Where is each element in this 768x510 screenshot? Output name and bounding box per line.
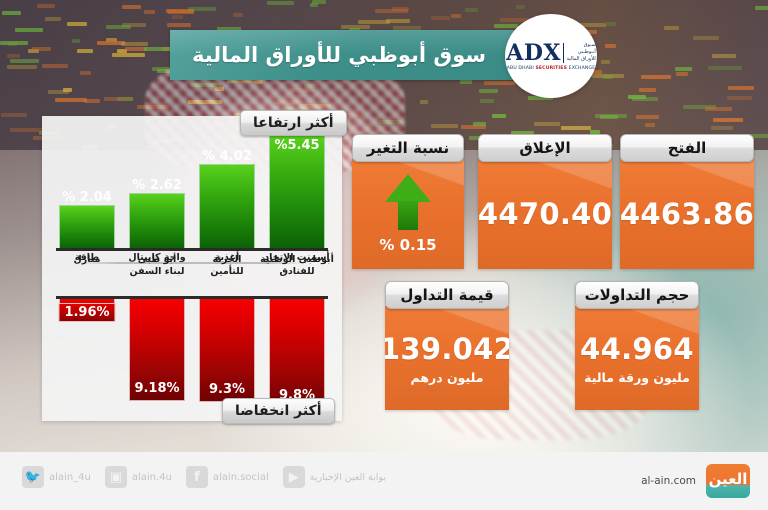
brand-block[interactable]: al-ain.com العين bbox=[641, 464, 750, 498]
loser-bar-slot: 1.96% bbox=[56, 299, 118, 411]
stat-card-change-percent: نسبة التغير % 0.15 bbox=[352, 134, 464, 269]
social-handle-facebook: alain.social bbox=[212, 471, 269, 483]
losers-chart: منازل أبو ظبى لبناء السفن الخزنة للتأمين أبوظ… bbox=[42, 254, 342, 414]
losers-axis bbox=[56, 296, 328, 299]
al-ain-logo-text: العين bbox=[708, 469, 748, 488]
loser-category-label: أبوظبى الوطنية للفنادق bbox=[260, 254, 334, 277]
gainer-bar-slot: % 2.04 bbox=[56, 130, 118, 248]
stat-body-trade-value: 139.042 مليون درهم bbox=[385, 306, 509, 410]
loser-bar-slot: 9.8% bbox=[266, 299, 328, 411]
gainer-bar: % 4.02 bbox=[199, 149, 255, 248]
loser-bar-value: 9.18% bbox=[134, 381, 180, 397]
stat-value-trade-value: 139.042 bbox=[385, 331, 509, 366]
stat-label-closing: الإغلاق bbox=[478, 134, 612, 162]
gainer-bar-slot: % 2.62 bbox=[126, 130, 188, 248]
gainer-category-label: واحة كابيتال bbox=[128, 252, 186, 263]
stat-card-trade-value: قيمة التداول 139.042 مليون درهم bbox=[385, 281, 509, 410]
stat-value-closing: 4470.40 bbox=[478, 197, 612, 231]
stat-label-trade-volume: حجم التداولات bbox=[575, 281, 699, 309]
gainer-bar: % 2.04 bbox=[59, 190, 115, 248]
gainer-bar-value: % 4.02 bbox=[202, 149, 252, 165]
stat-card-opening: الفتح 4463.86 bbox=[620, 134, 754, 269]
gainer-bar-slot: % 4.02 bbox=[196, 130, 258, 248]
stat-body-closing: 4470.40 bbox=[478, 159, 612, 269]
gainer-category-label: طاقة bbox=[74, 252, 100, 263]
adx-wordmark: ADX bbox=[506, 39, 561, 66]
gainers-bars: % 2.04 % 2.62 % 4.02 %5.45 bbox=[56, 130, 328, 248]
charts-divider bbox=[76, 262, 308, 264]
page-title: سوق أبوظبي للأوراق المالية bbox=[191, 43, 487, 67]
loser-bar: 9.18% bbox=[129, 299, 185, 402]
social-handle-youtube: بوابة العين الإخبارية bbox=[309, 471, 386, 483]
stat-body-opening: 4463.86 bbox=[620, 159, 754, 269]
social-link-youtube[interactable]: ▶ بوابة العين الإخبارية bbox=[282, 466, 386, 488]
social-link-facebook[interactable]: f alain.social bbox=[185, 466, 269, 488]
stat-value-opening: 4463.86 bbox=[620, 197, 754, 231]
facebook-icon[interactable]: f bbox=[185, 466, 208, 488]
loser-bar-slot: 9.3% bbox=[196, 299, 258, 411]
twitter-icon[interactable]: 🐦 bbox=[22, 466, 44, 488]
losers-title-badge: أكثر انخفاضا bbox=[222, 398, 335, 424]
loser-bar: 9.3% bbox=[199, 299, 255, 403]
gainer-bar-value: % 2.62 bbox=[132, 178, 182, 194]
social-handle-twitter: alain_4u bbox=[49, 471, 91, 483]
adx-subtitle: ABU DHABI SECURITIES EXCHANGE bbox=[506, 65, 596, 71]
charts-panel: % 2.04 % 2.62 % 4.02 %5.45 طاقة واحة كابيتال… bbox=[42, 116, 342, 421]
adx-logo: ADX سـوق أبـوظـبي للأوراق المالية ABU DH… bbox=[505, 14, 597, 98]
stat-label-trade-value: قيمة التداول bbox=[385, 281, 509, 309]
gainers-axis bbox=[56, 248, 328, 251]
stat-body-trade-volume: 44.964 مليون ورقة مالية bbox=[575, 306, 699, 410]
social-links: 🐦 alain_4u ▣ alain.4u f alain.social ▶ بوابة ال… bbox=[22, 466, 386, 488]
stat-label-opening: الفتح bbox=[620, 134, 754, 162]
adx-arabic-name: سـوق أبـوظـبي للأوراق المالية bbox=[566, 42, 596, 62]
loser-bar: 1.96% bbox=[58, 299, 116, 322]
social-handle-instagram: alain.4u bbox=[131, 471, 172, 483]
gainer-category-label: أسمنت الاتحاد bbox=[264, 252, 330, 263]
stat-unit-trade-value: مليون درهم bbox=[410, 369, 484, 385]
social-link-instagram[interactable]: ▣ alain.4u bbox=[104, 466, 172, 488]
arrow-up-icon bbox=[385, 174, 431, 230]
social-link-twitter[interactable]: 🐦 alain_4u bbox=[22, 466, 91, 488]
instagram-icon[interactable]: ▣ bbox=[104, 466, 127, 488]
loser-category-label: أبو ظبى لبناء السفن bbox=[129, 254, 185, 277]
loser-bar-value: 9.3% bbox=[208, 382, 246, 398]
loser-category-label: الخزنة للتأمين bbox=[210, 254, 244, 277]
loser-category-label: منازل bbox=[73, 254, 101, 265]
footer: 🐦 alain_4u ▣ alain.4u f alain.social ▶ بوابة ال… bbox=[0, 452, 768, 510]
al-ain-logo: العين bbox=[706, 464, 750, 498]
losers-bars: 1.96% 9.18% 9.3% 9.8% bbox=[56, 299, 328, 411]
stat-value-trade-volume: 44.964 bbox=[580, 331, 694, 366]
gainer-bar: %5.45 bbox=[269, 135, 325, 248]
gainers-title-badge: أكثر ارتفاعا bbox=[240, 110, 347, 136]
stat-body-change-percent: % 0.15 bbox=[352, 159, 464, 269]
adx-divider bbox=[562, 42, 565, 63]
gainer-bar-value: %5.45 bbox=[274, 138, 320, 153]
stat-card-trade-volume: حجم التداولات 44.964 مليون ورقة مالية bbox=[575, 281, 699, 410]
gainer-bar-slot: %5.45 bbox=[266, 130, 328, 248]
stat-value-change-percent: % 0.15 bbox=[379, 236, 437, 254]
gainer-bar: % 2.62 bbox=[129, 178, 185, 248]
loser-bar-value: 1.96% bbox=[58, 303, 116, 322]
header-banner: سوق أبوظبي للأوراق المالية bbox=[170, 30, 552, 80]
stat-unit-trade-volume: مليون ورقة مالية bbox=[584, 369, 690, 385]
loser-bar-slot: 9.18% bbox=[126, 299, 188, 411]
gainer-bar-value: % 2.04 bbox=[62, 190, 112, 206]
gainer-category-label: أغذية bbox=[214, 252, 240, 263]
gainers-chart: % 2.04 % 2.62 % 4.02 %5.45 طاقة واحة كابيتال… bbox=[42, 124, 342, 272]
stat-label-change-percent: نسبة التغير bbox=[352, 134, 464, 162]
loser-bar: 9.8% bbox=[269, 299, 325, 408]
brand-url: al-ain.com bbox=[641, 475, 696, 487]
stat-card-closing: الإغلاق 4470.40 bbox=[478, 134, 612, 269]
youtube-icon[interactable]: ▶ bbox=[282, 466, 305, 488]
